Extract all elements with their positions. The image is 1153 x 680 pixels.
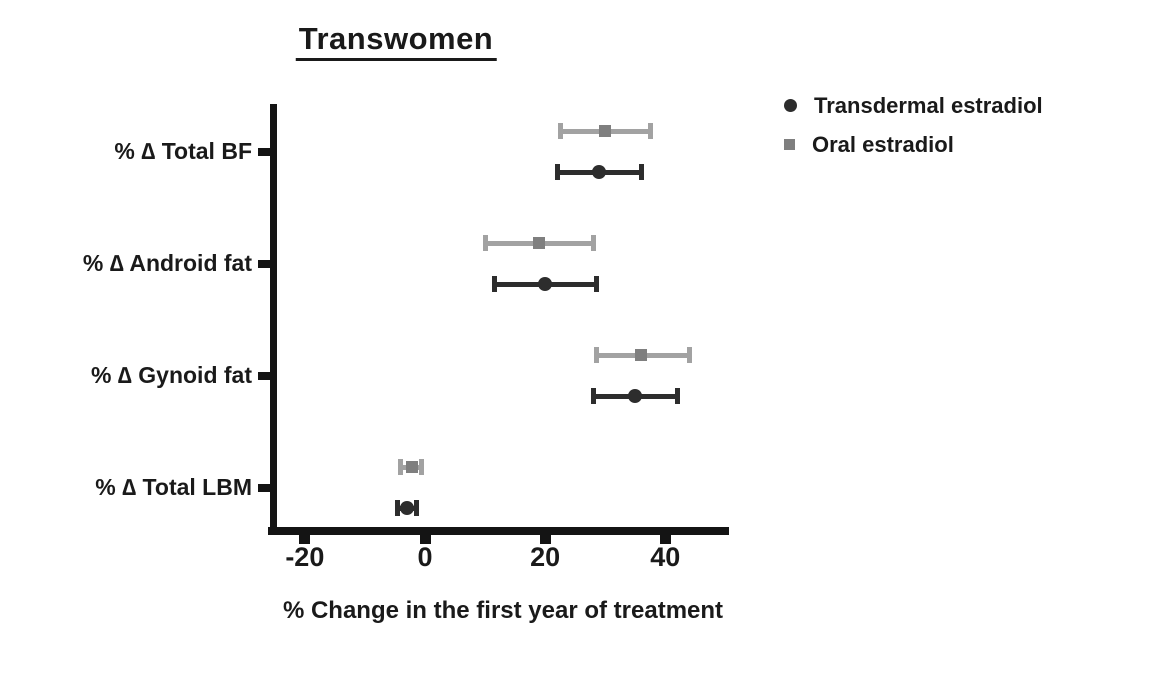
x-tick — [659, 535, 671, 544]
error-bar-cap — [686, 347, 692, 363]
legend-item: Oral estradiol — [784, 131, 1043, 158]
error-bar-cap — [557, 123, 563, 139]
x-tick — [539, 535, 551, 544]
marker-transdermal-estradiol — [538, 277, 553, 291]
marker-transdermal-estradiol — [628, 389, 643, 403]
legend-label: Transdermal estradiol — [814, 92, 1043, 118]
error-bar-cap — [674, 388, 680, 404]
legend-circle-icon — [784, 99, 797, 112]
x-tick-label: 40 — [650, 542, 681, 572]
error-bar-cap — [482, 235, 488, 251]
error-bar-cap — [414, 500, 420, 516]
marker-oral-estradiol — [533, 237, 546, 249]
x-tick-label: 0 — [417, 542, 433, 572]
error-bar-cap — [590, 235, 596, 251]
y-axis-line — [270, 104, 277, 535]
error-bar-cap — [554, 164, 560, 180]
error-bar-cap — [647, 123, 653, 139]
x-tick-label: 20 — [530, 542, 561, 572]
error-bar-cap — [398, 459, 404, 475]
marker-oral-estradiol — [405, 461, 418, 473]
error-bar-cap — [593, 347, 599, 363]
marker-oral-estradiol — [635, 349, 648, 361]
x-tick — [299, 535, 311, 544]
y-category-label: % ∆ Total BF — [114, 137, 252, 164]
error-bar-cap — [395, 500, 401, 516]
legend-item: Transdermal estradiol — [784, 92, 1043, 119]
y-tick — [258, 483, 271, 492]
legend-label: Oral estradiol — [812, 131, 954, 157]
x-axis-line — [268, 527, 729, 535]
y-tick — [258, 371, 271, 380]
y-tick — [258, 259, 271, 268]
x-tick-label: -20 — [285, 542, 325, 572]
marker-oral-estradiol — [599, 125, 612, 137]
error-bar-cap — [491, 276, 497, 292]
legend-square-icon — [784, 139, 795, 150]
error-bar-cap — [638, 164, 644, 180]
error-bar-cap — [593, 276, 599, 292]
legend: Transdermal estradiol Oral estradiol — [784, 92, 1043, 170]
y-category-label: % ∆ Gynoid fat — [90, 361, 252, 388]
x-axis-title: % Change in the first year of treatment — [282, 597, 724, 624]
marker-transdermal-estradiol — [592, 165, 607, 179]
y-category-label: % ∆ Total LBM — [95, 473, 252, 500]
y-category-label: % ∆ Android fat — [82, 249, 252, 276]
chart-title: Transwomen — [295, 21, 497, 61]
error-bar-cap — [419, 459, 425, 475]
error-bar-cap — [590, 388, 596, 404]
x-tick — [419, 535, 431, 544]
y-tick — [258, 147, 271, 156]
marker-transdermal-estradiol — [399, 501, 414, 515]
